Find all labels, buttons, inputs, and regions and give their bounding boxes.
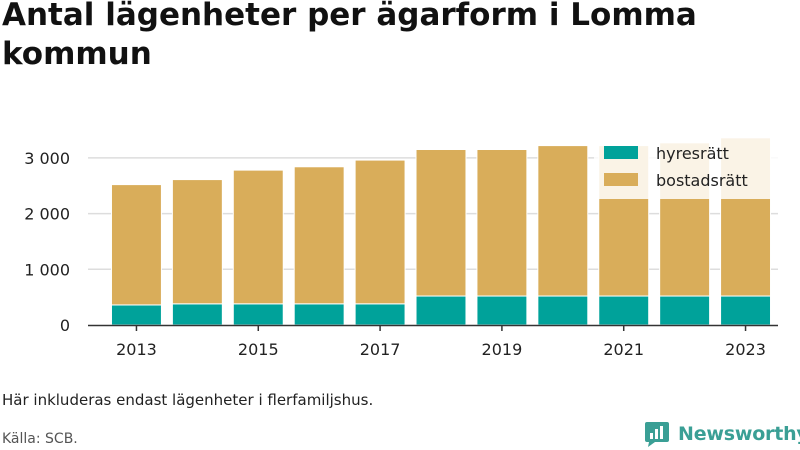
y-tick-label: 3 000 [24,149,70,168]
chart-note: Här inkluderas endast lägenheter i flerf… [2,391,374,409]
bar-2018-hyresratt [415,295,467,326]
legend-swatch [604,173,638,186]
chart-title: Antal lägenheter per ägarform i Lomma ko… [2,0,697,72]
x-tick-label: 2021 [603,340,644,359]
brand-name: Newsworthy [678,423,800,445]
bar-2018-bostadsratt [415,149,467,297]
y-tick-label: 2 000 [24,205,70,224]
source-credit: Källa: SCB. [2,431,78,447]
bar-2017-hyresratt [354,303,406,326]
y-tick-label: 0 [60,316,70,335]
bars [110,137,772,326]
legend-label: hyresrätt [656,144,729,163]
bar-2020-bostadsratt [537,145,589,297]
x-tick-label: 2019 [482,340,523,359]
legend-box [594,137,778,199]
bar-2015-hyresratt [232,303,284,326]
bar-2014-hyresratt [171,303,223,326]
newsworthy-logo-icon [645,421,669,447]
bar-2019-hyresratt [476,295,528,326]
y-tick-label: 1 000 [24,260,70,279]
x-tick-label: 2023 [725,340,766,359]
bar-2017-bostadsratt [354,159,406,305]
x-tick-label: 2017 [360,340,401,359]
brand-logo: Newsworthy [644,420,800,448]
bar-2022-hyresratt [659,295,711,326]
bar-2016-bostadsratt [293,166,345,305]
x-axis: 2013 2015 2017 2019 2021 2023 [88,324,778,359]
bar-2020-hyresratt [537,295,589,326]
bar-2016-hyresratt [293,303,345,326]
bar-2023-hyresratt [720,295,772,326]
legend-label: bostadsrätt [656,171,748,190]
bar-2015-bostadsratt [232,169,284,305]
bar-2013-hyresratt [110,304,162,326]
bar-2019-bostadsratt [476,149,528,297]
x-tick-label: 2015 [238,340,279,359]
x-tick-label: 2013 [116,340,157,359]
legend: hyresrätt bostadsrätt [594,137,778,199]
bar-2013-bostadsratt [110,184,162,306]
y-axis-ticks: 0 1 000 2 000 3 000 [24,149,70,335]
legend-swatch [604,146,638,159]
bar-2021-hyresratt [598,295,650,326]
bar-2014-bostadsratt [171,179,223,305]
